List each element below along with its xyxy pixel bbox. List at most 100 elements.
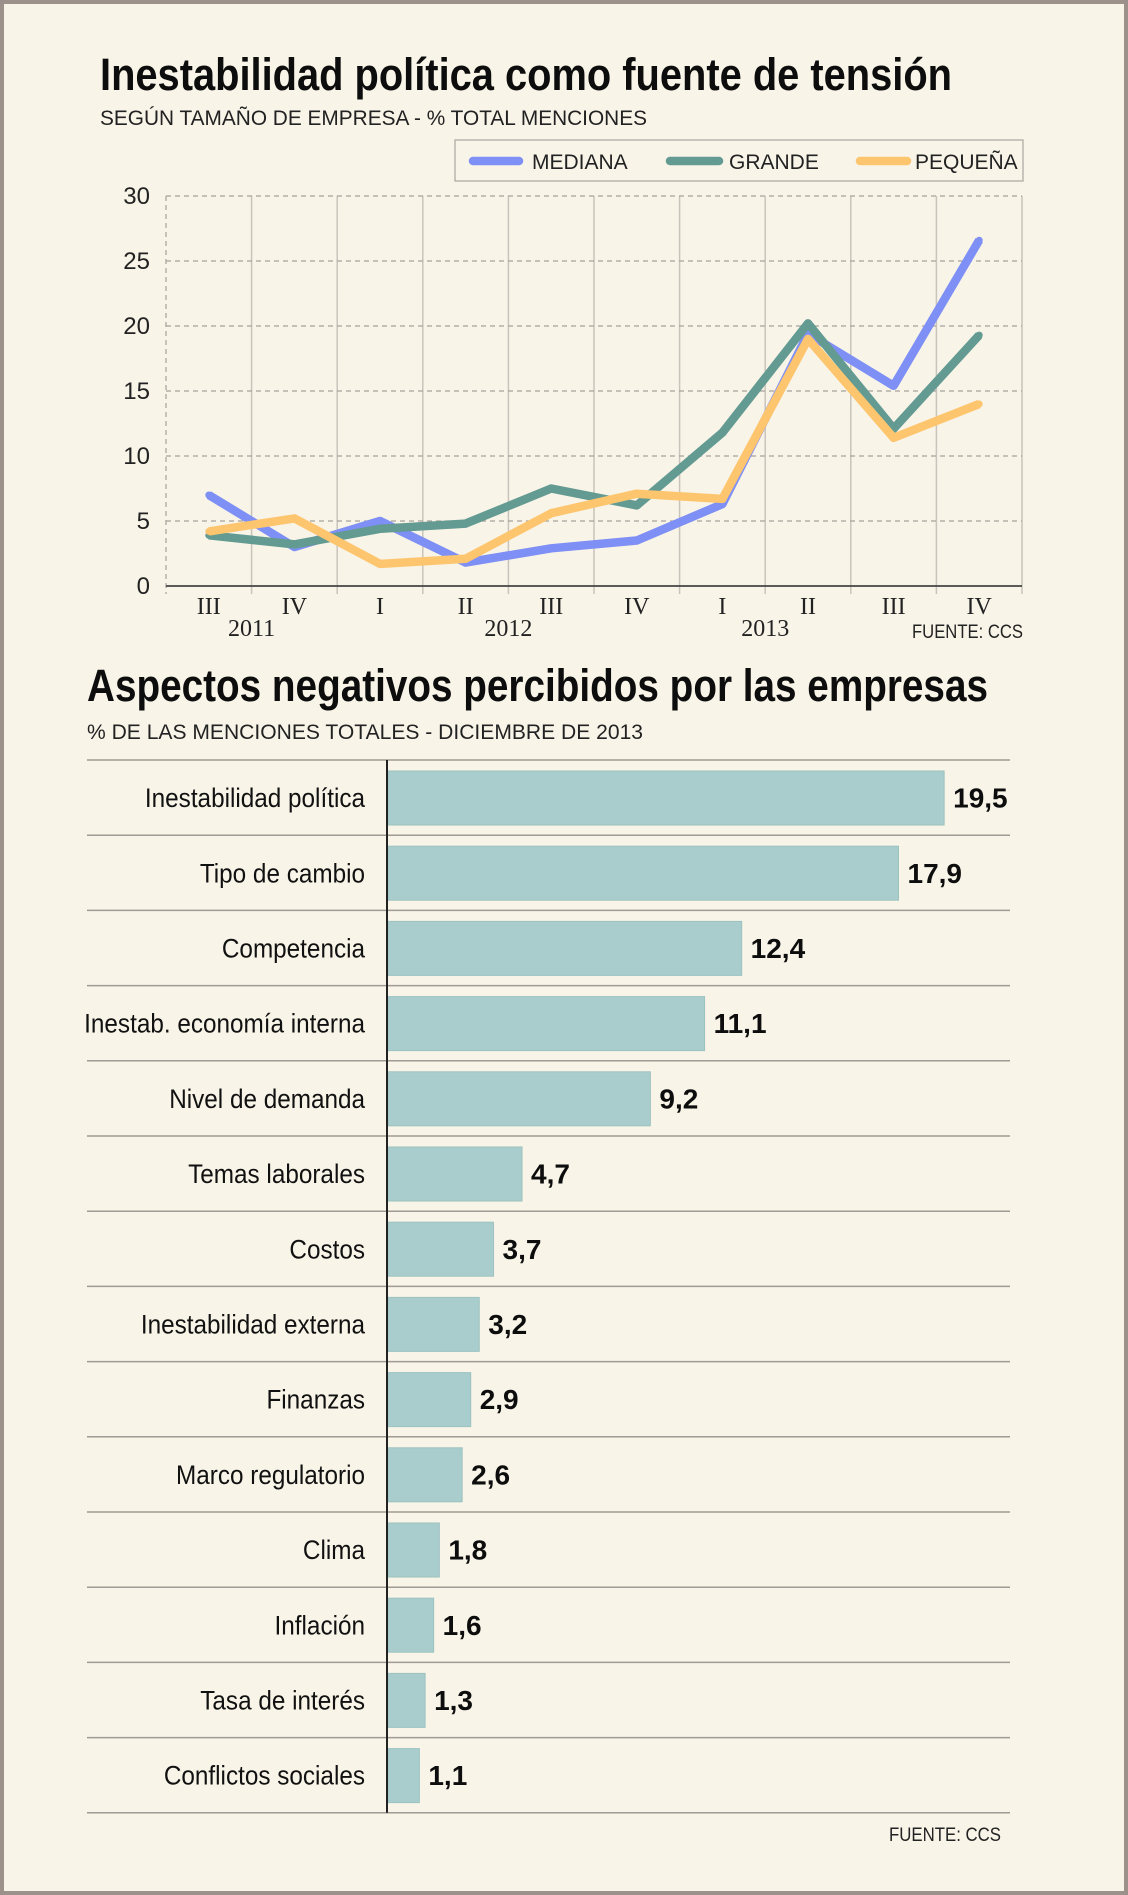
y-tick-label: 10 (123, 443, 150, 470)
x-tick-label: IV (624, 594, 650, 620)
y-tick-label: 20 (123, 313, 150, 340)
data-point-pequena (290, 514, 298, 522)
legend-item-pequena: PEQUEÑA (855, 150, 1018, 174)
value-label: 2,9 (480, 1384, 519, 1415)
value-label: 17,9 (908, 858, 963, 889)
y-tick-label: 0 (137, 573, 150, 600)
y-tick-label: 30 (123, 183, 150, 210)
line-chart-source: FUENTE: CCS (912, 622, 1023, 643)
value-label: 3,7 (503, 1234, 542, 1265)
data-point-mediana (890, 382, 898, 390)
data-point-grande (462, 520, 470, 528)
bar (387, 845, 900, 901)
y-tick-label: 15 (123, 378, 150, 405)
category-label: Costos (289, 1235, 365, 1264)
data-point-grande (633, 501, 641, 509)
bar-chart-source: FUENTE: CCS (889, 1825, 1001, 1846)
x-tick-label: III (882, 594, 906, 620)
data-point-mediana (547, 544, 555, 552)
legend-label-mediana: MEDIANA (532, 151, 628, 174)
data-point-pequena (975, 400, 983, 408)
data-point-pequena (718, 495, 726, 503)
data-point-grande (376, 525, 384, 533)
category-label: Inflación (275, 1611, 365, 1640)
bar (387, 1597, 435, 1653)
category-label: Temas laborales (188, 1160, 365, 1189)
bar (387, 920, 743, 976)
data-point-grande (718, 429, 726, 437)
year-label: 2011 (228, 616, 275, 642)
value-label: 1,6 (443, 1610, 482, 1641)
value-label: 19,5 (953, 783, 1008, 814)
bar (387, 1146, 523, 1202)
category-label: Tipo de cambio (200, 859, 365, 888)
category-label: Inestab. economía interna (84, 1010, 366, 1039)
line-chart-subtitle: SEGÚN TAMAÑO DE EMPRESA - % TOTAL MENCIO… (100, 106, 647, 130)
y-tick-label: 5 (137, 508, 150, 535)
data-point-pequena (547, 509, 555, 517)
year-label: 2012 (484, 616, 532, 642)
bar (387, 1221, 495, 1277)
bar (387, 1447, 463, 1503)
value-label: 3,2 (488, 1309, 527, 1340)
data-point-grande (804, 319, 812, 327)
value-label: 9,2 (659, 1083, 698, 1114)
x-tick-label: II (458, 594, 474, 620)
category-label: Competencia (222, 934, 366, 963)
category-label: Inestabilidad política (145, 784, 366, 813)
value-label: 4,7 (531, 1159, 570, 1190)
data-point-mediana (633, 537, 641, 544)
year-label: 2013 (741, 616, 789, 642)
x-tick-label: IV (282, 594, 308, 620)
legend: MEDIANA GRANDE PEQUEÑA (454, 139, 1024, 182)
bar-chart-bars: 19,5 17,9 12,4 11,1 9,2 4,7 3,7 3,2 2,9 2,6 1,8 1,6… (387, 770, 1008, 1804)
x-tick-label: II (800, 594, 816, 620)
bar (387, 1748, 420, 1804)
value-label: 11,1 (714, 1008, 767, 1039)
x-tick-label: IV (967, 594, 993, 620)
category-label: Inestabilidad externa (141, 1310, 366, 1339)
line-chart-series (205, 236, 983, 569)
value-label: 12,4 (751, 933, 806, 964)
category-label: Clima (303, 1536, 366, 1565)
category-label: Marco regulatorio (176, 1461, 365, 1490)
legend-item-grande: GRANDE (665, 151, 819, 174)
line-chart-title: Inestabilidad política como fuente de te… (100, 49, 952, 100)
line-chart-grid (165, 195, 1023, 594)
bar (387, 1672, 426, 1728)
bar (387, 1071, 651, 1127)
category-label: Conflictos sociales (164, 1762, 365, 1791)
x-tick-label: III (539, 594, 563, 620)
data-point-mediana (975, 236, 983, 244)
data-point-pequena (205, 527, 213, 535)
data-point-pequena (633, 490, 641, 498)
legend-label-pequena: PEQUEÑA (915, 150, 1018, 174)
data-point-grande (290, 540, 298, 548)
x-tick-label: I (718, 594, 726, 620)
bar-chart-subtitle: % DE LAS MENCIONES TOTALES - DICIEMBRE D… (87, 721, 643, 744)
x-tick-label: III (197, 594, 221, 620)
data-point-mediana (205, 491, 213, 499)
bar-chart-title: Aspectos negativos percibidos por las em… (87, 660, 988, 711)
value-label: 1,8 (448, 1535, 487, 1566)
data-point-pequena (376, 560, 384, 568)
legend-box (454, 139, 1024, 182)
data-point-mediana (376, 517, 384, 525)
data-point-pequena (890, 434, 898, 442)
category-label: Finanzas (266, 1386, 365, 1415)
legend-label-grande: GRANDE (729, 151, 819, 174)
data-point-grande (547, 485, 555, 492)
bar (387, 770, 945, 826)
bar-chart: Aspectos negativos percibidos por las em… (84, 660, 1010, 1846)
data-point-pequena (804, 335, 812, 343)
bar (387, 996, 706, 1052)
y-tick-label: 25 (123, 248, 150, 275)
line-chart: Inestabilidad política como fuente de te… (100, 49, 1024, 643)
category-label: Tasa de interés (200, 1686, 365, 1715)
bar (387, 1372, 472, 1428)
value-label: 2,6 (471, 1459, 510, 1490)
category-label: Nivel de demanda (169, 1085, 365, 1114)
